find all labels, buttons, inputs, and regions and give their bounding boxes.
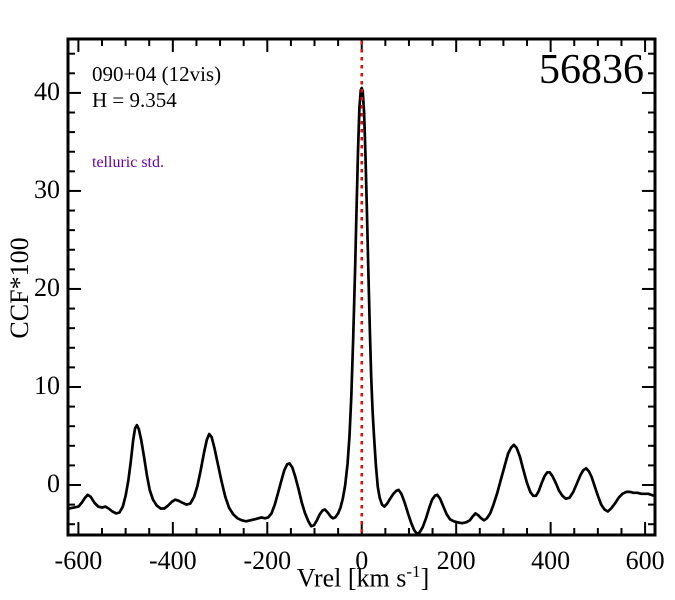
x-axis-title: Vrel [km s-1] [297, 562, 429, 594]
y-tick-label: 20 [34, 272, 60, 302]
y-tick-label: 10 [34, 370, 60, 400]
x-axis-ticks [77, 39, 647, 535]
x-axis-title-close: ] [420, 563, 430, 593]
y-tick-label: 0 [47, 469, 60, 498]
x-tick-label: 400 [531, 546, 571, 575]
field-visits-label: 090+04 (12vis) [92, 62, 222, 86]
y-axis-ticks [68, 52, 655, 526]
x-axis-title-main: Vrel [km s [296, 563, 407, 593]
telluric-std-note: telluric std. [92, 154, 164, 171]
x-tick-label: 200 [436, 546, 476, 575]
x-tick-label: -400 [148, 546, 197, 575]
x-axis-title-exponent: -1 [406, 562, 421, 581]
x-tick-label: -600 [54, 546, 103, 575]
y-tick-label: 40 [34, 76, 60, 106]
h-magnitude-label: H = 9.354 [92, 88, 177, 112]
x-tick-label: 600 [625, 546, 665, 575]
x-tick-label: 0 [355, 546, 369, 575]
mjd-title: 56836 [539, 47, 644, 93]
y-tick-label: 30 [34, 174, 60, 204]
x-tick-label: -200 [243, 546, 292, 575]
